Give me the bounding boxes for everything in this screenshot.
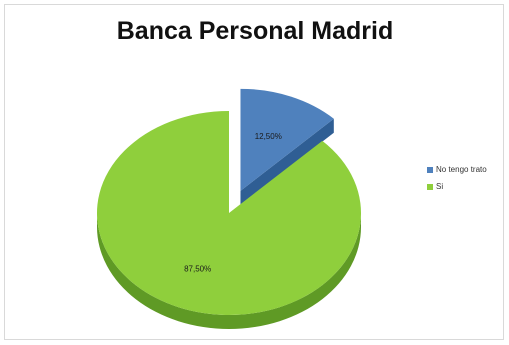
legend-swatch-no-tengo-trato: [427, 166, 433, 173]
legend: No tengo trato Si: [427, 161, 487, 195]
pie-slice-si: [97, 111, 361, 315]
legend-label-si: Si: [436, 182, 444, 191]
legend-label-no-tengo-trato: No tengo trato: [436, 165, 487, 174]
data-label-no-tengo-trato: 12,50%: [255, 132, 282, 141]
legend-item-no-tengo-trato: No tengo trato: [427, 161, 487, 178]
data-label-si: 87,50%: [184, 264, 211, 273]
pie-slice-no-tengo-trato: [240, 88, 334, 191]
legend-swatch-si: [427, 183, 433, 190]
pie-cut-face-1: [240, 118, 334, 205]
legend-item-si: Si: [427, 178, 487, 195]
chart-title: Banca Personal Madrid: [116, 17, 394, 45]
